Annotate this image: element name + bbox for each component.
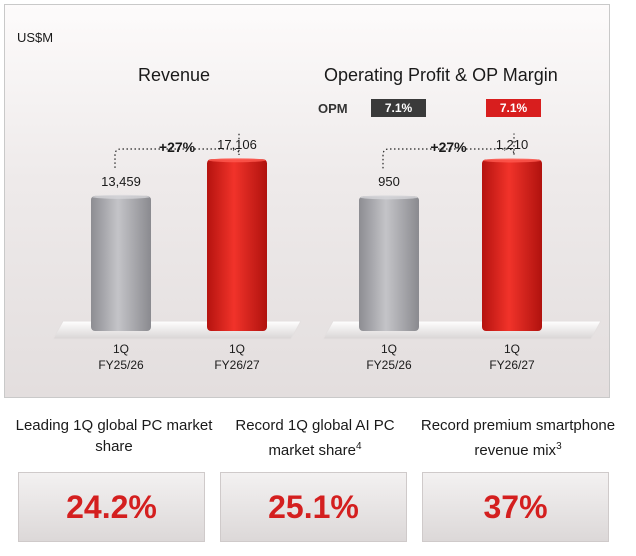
bar-top-highlight — [483, 158, 541, 163]
bar — [207, 159, 267, 331]
tick-label: 1Q FY25/26 — [98, 342, 144, 372]
growth-label: +27% — [158, 139, 196, 155]
data-label: 1,210 — [495, 137, 529, 153]
tick-label: 1Q FY26/27 — [489, 342, 535, 372]
op-chart-title: Operating Profit & OP Margin — [324, 65, 558, 85]
growth-label: +27% — [430, 139, 467, 155]
revenue-chart-title: Revenue — [138, 65, 211, 85]
unit-label: US$M — [17, 30, 54, 45]
opm-label: OPM — [318, 101, 348, 116]
kpi-value-smartphone-mix: 37% — [422, 472, 609, 542]
bar — [482, 159, 542, 331]
kpi-value-ai-pc-share: 25.1% — [220, 472, 407, 542]
kpi-title-ai-pc-share: Record 1Q global AI PC market share4 — [215, 415, 415, 461]
bar-charts-canvas — [52, 133, 602, 340]
bar — [91, 195, 151, 331]
bar-top-highlight — [92, 194, 150, 199]
tick-label: 1Q FY26/27 — [214, 342, 260, 372]
opm-badge-prior: 7.1% — [371, 99, 426, 117]
kpi-title-text: Record premium smartphone revenue mix — [420, 417, 616, 459]
bar — [359, 196, 419, 331]
growth-bracket — [382, 133, 515, 169]
chart-panel: US$M Revenue Operating Profit & OP Margi… — [4, 4, 610, 398]
kpi-title-text: Record 1Q global AI PC market share — [235, 417, 395, 459]
kpi-title-text: Leading 1Q global PC market share — [15, 417, 213, 455]
bar-top-highlight — [360, 195, 418, 200]
kpi-value-pc-share: 24.2% — [18, 472, 205, 542]
data-label: 950 — [378, 174, 400, 190]
opm-badge-current: 7.1% — [486, 99, 541, 117]
bar-top-highlight — [208, 158, 266, 163]
footnote-mark: 4 — [355, 441, 362, 452]
footnote-mark: 3 — [556, 441, 562, 452]
data-label: 17,106 — [217, 137, 257, 153]
data-label: 13,459 — [101, 173, 141, 189]
kpi-title-smartphone-mix: Record premium smartphone revenue mix3 — [418, 415, 618, 461]
kpi-title-pc-share: Leading 1Q global PC market share — [14, 415, 214, 457]
tick-label: 1Q FY25/26 — [366, 342, 412, 372]
